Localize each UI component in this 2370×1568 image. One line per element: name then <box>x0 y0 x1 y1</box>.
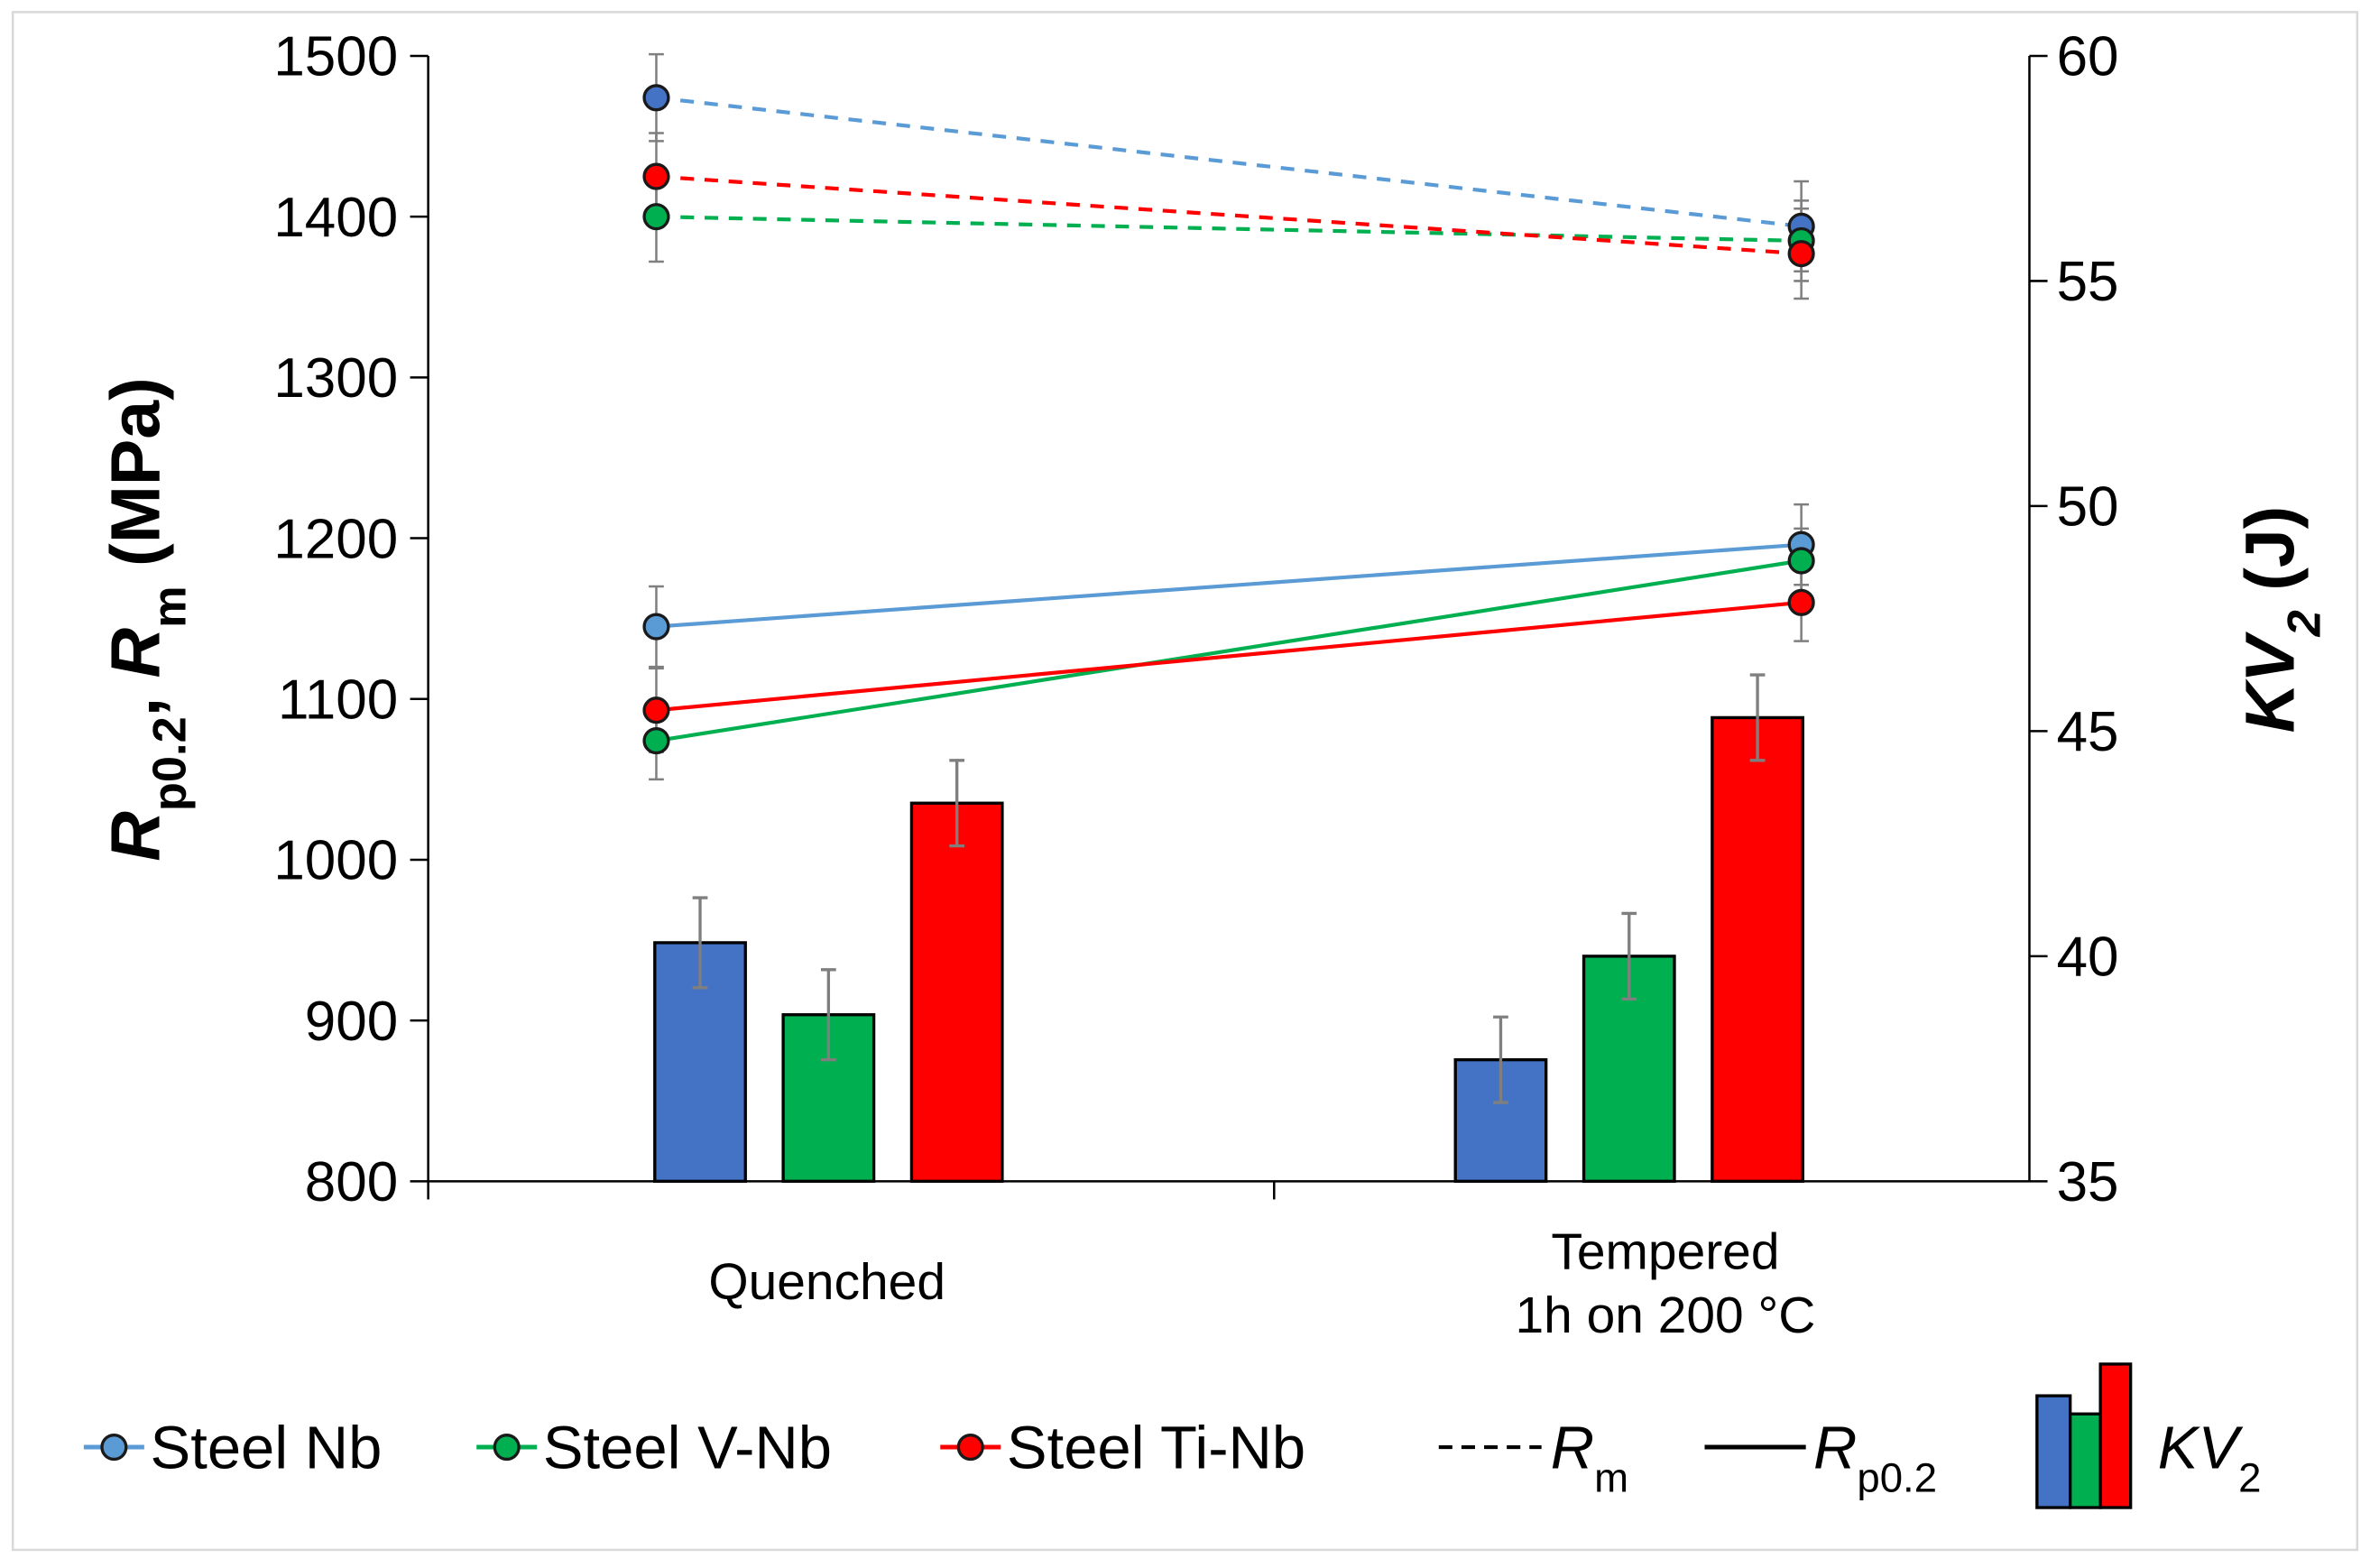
rp02-marker <box>642 696 670 724</box>
left-axis-title-part: R <box>97 811 175 862</box>
rp02-line-steel-v-nb <box>656 558 1802 743</box>
rm-marker <box>1787 240 1815 268</box>
legend-marker <box>100 1433 128 1462</box>
left-tick-label: 1000 <box>273 830 398 892</box>
right-axis-title-part: (J) <box>2231 506 2309 611</box>
legend-kv-label-part: KV <box>2158 1414 2244 1481</box>
legend-marker <box>493 1433 521 1462</box>
right-axis-title-part: KV <box>2231 632 2309 733</box>
right-tick-label: 55 <box>2057 251 2119 313</box>
left-tick-label: 1100 <box>278 669 398 732</box>
category-label: Tempered <box>1551 1222 1779 1280</box>
left-axis-title-part: p0.2 <box>144 716 197 811</box>
legend: Steel Nb Steel V-Nb Steel Ti-Nb Rm Rp0.2 KV2 <box>83 1362 2262 1509</box>
category-label: Quenched <box>708 1253 945 1311</box>
rp02-marker <box>1787 547 1815 575</box>
left-tick-label: 1200 <box>273 508 398 570</box>
left-tick-label: 1500 <box>273 26 398 88</box>
left-tick-label: 1300 <box>273 347 398 410</box>
left-axis-title-part: , <box>97 678 175 717</box>
bar-steel-ti-nb <box>1711 715 1804 1184</box>
legend-bar-icon <box>2098 1362 2133 1509</box>
legend-bar-icon <box>2035 1394 2072 1509</box>
legend-marker <box>956 1433 984 1462</box>
bars <box>653 673 1804 1184</box>
rm-line-steel-v-nb <box>656 215 1802 243</box>
rp02-marker <box>642 727 670 755</box>
left-axis-title: Rp0.2, Rm (MPa) <box>97 377 197 861</box>
legend-bar-icon <box>2069 1412 2102 1509</box>
left-tick-label: 1400 <box>273 187 398 249</box>
right-tick-label: 45 <box>2057 701 2119 763</box>
rm-marker <box>642 203 670 231</box>
legend-rm-label: Rm <box>1551 1414 1628 1500</box>
right-tick-label: 60 <box>2057 26 2119 88</box>
rp02-line-steel-nb <box>656 542 1802 629</box>
legend-label: Steel Ti-Nb <box>1007 1414 1305 1481</box>
rp02-marker <box>642 613 670 641</box>
legend-rm-label-part: m <box>1594 1454 1628 1500</box>
rm-marker <box>642 162 670 190</box>
rp02-line-steel-ti-nb <box>656 600 1802 713</box>
right-tick-label: 50 <box>2057 476 2119 539</box>
left-axis-title-part: R <box>97 628 175 678</box>
left-axis-title-part: (MPa) <box>97 377 175 586</box>
left-tick-label: 900 <box>305 991 398 1053</box>
right-tick-label: 35 <box>2057 1151 2119 1213</box>
legend-kv-label: KV2 <box>2158 1414 2262 1500</box>
chart-border <box>11 11 2359 1552</box>
legend-rp-label-part: p0.2 <box>1857 1454 1937 1500</box>
axes: 800 900 1000 1100 1200 1300 1400 1500 35 40 45 50 55… <box>97 26 2331 1344</box>
legend-label: Steel V-Nb <box>543 1414 832 1481</box>
legend-rp-label-part: R <box>1813 1414 1857 1481</box>
legend-label: Steel Nb <box>151 1414 383 1481</box>
rp02-marker <box>1787 588 1815 616</box>
rm-marker <box>642 84 670 112</box>
category-label: 1h on 200 °C <box>1516 1287 1816 1344</box>
left-axis-title-part: m <box>144 586 197 628</box>
legend-rm-label-part: R <box>1551 1414 1594 1481</box>
legend-kv-label-part: 2 <box>2238 1454 2261 1500</box>
legend-rp-label: Rp0.2 <box>1813 1414 1937 1500</box>
left-tick-label: 800 <box>305 1151 398 1213</box>
right-axis-title-part: 2 <box>2278 610 2330 637</box>
bar-steel-ti-nb <box>909 801 1004 1184</box>
right-axis-title: KV2 (J) <box>2231 506 2330 733</box>
lines <box>642 52 1815 781</box>
right-tick-label: 40 <box>2057 927 2119 989</box>
